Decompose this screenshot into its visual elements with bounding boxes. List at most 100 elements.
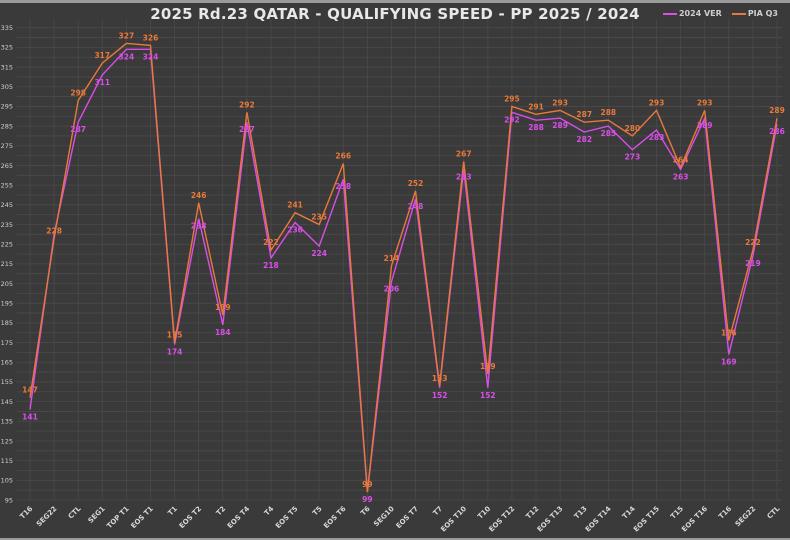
x-tick-label: T1 [167,505,180,518]
data-label-ver: 248 [408,202,424,211]
data-label-pia: 241 [287,201,303,210]
data-label-pia: 176 [721,329,737,338]
data-label-ver: 287 [239,125,255,134]
data-label-ver: 219 [745,259,761,268]
x-tick-label: SEG10 [372,505,396,529]
data-label-pia: 222 [263,238,279,247]
x-tick-label: T5 [311,505,324,518]
data-label-ver: 292 [504,115,520,124]
data-label-ver: 238 [191,222,207,231]
y-tick-label: 115 [1,457,13,465]
data-label-pia: 159 [480,362,496,371]
x-tick-label: CTL [766,504,782,520]
data-label-ver: 282 [576,135,592,144]
y-tick-label: 325 [1,44,13,52]
y-tick-label: 235 [1,221,13,229]
data-label-pia: 189 [215,303,231,312]
data-label-pia: 326 [143,33,159,42]
data-label-pia: 147 [22,386,38,395]
data-label-pia: 264 [673,155,689,164]
data-label-pia: 280 [625,124,641,133]
x-tick-label: T7 [432,505,445,518]
x-tick-label: CTL [67,504,83,520]
x-tick-label: T14 [621,505,637,521]
data-label-pia: 252 [408,179,424,188]
data-label-pia: 214 [384,254,400,263]
y-tick-label: 175 [1,339,13,347]
data-label-ver: 288 [528,123,544,132]
x-tick-label: T10 [476,505,492,521]
data-label-pia: 175 [167,331,183,340]
data-label-ver: 289 [552,121,568,130]
data-label-ver: 174 [167,348,183,357]
data-label-pia: 153 [432,374,448,383]
data-label-pia: 291 [528,102,544,111]
y-tick-label: 125 [1,437,13,445]
data-label-ver: 224 [311,249,327,258]
x-tick-label: T16 [18,505,34,521]
series-line-2024-ver [29,48,778,493]
data-label-ver: 324 [119,52,135,61]
data-label-ver: 206 [384,285,400,294]
y-tick-label: 95 [5,496,13,504]
x-tick-label: T16 [717,505,733,521]
x-tick-label: EOS T1 [130,505,155,530]
data-labels: 141 287 311 324 324 174 238 184 287 218 236 224 258 9… [22,31,785,504]
y-tick-label: 145 [1,398,13,406]
x-tick-label: EOS T14 [584,505,613,534]
x-tick-label: SEG22 [734,505,758,529]
data-label-pia: 293 [697,98,713,107]
data-label-ver: 263 [673,172,689,181]
data-label-ver: 236 [287,226,303,235]
x-tick-label: EOS T5 [274,505,299,530]
data-label-ver: 152 [480,391,496,400]
x-tick-label: SEG1 [87,505,107,525]
series-line-pia-q3 [29,42,778,493]
y-tick-label: 275 [1,142,13,150]
data-label-ver: 258 [335,182,351,191]
data-label-pia: 228 [46,226,62,235]
bottom-border [0,538,790,540]
y-tick-label: 155 [1,378,13,386]
y-tick-label: 165 [1,359,13,367]
y-tick-label: 225 [1,240,13,248]
x-tick-label: EOS T10 [439,505,468,534]
y-tick-label: 305 [1,83,13,91]
legend-swatch-pia [731,12,746,15]
data-label-ver: 311 [94,78,110,87]
data-label-ver: 184 [215,328,231,337]
y-tick-label: 285 [1,122,13,130]
data-label-pia: 288 [600,108,616,117]
data-label-pia: 266 [335,151,351,160]
data-label-ver: 263 [456,172,472,181]
legend-label-pia: PIA Q3 [747,9,778,18]
y-tick-label: 185 [1,319,13,327]
grid [17,19,782,501]
y-axis: 95 105 115 125 135 145 155 165 175 185 195 205 215 22… [1,24,13,504]
y-tick-label: 105 [1,477,13,485]
x-tick-label: T4 [263,505,276,518]
data-label-pia: 289 [769,106,785,115]
data-label-ver: 169 [721,357,737,366]
data-label-ver: 286 [769,127,785,136]
y-tick-label: 195 [1,300,13,308]
data-label-pia: 292 [239,100,255,109]
legend-item-ver: 2024 VER [662,9,722,18]
data-label-ver: 285 [600,129,616,138]
y-tick-label: 255 [1,181,13,189]
x-tick-label: EOS T2 [178,505,203,530]
x-tick-label: T2 [215,505,228,518]
y-tick-label: 135 [1,418,13,426]
data-label-ver: 283 [649,133,665,142]
y-tick-label: 295 [1,103,13,111]
data-label-pia: 222 [745,238,761,247]
data-label-pia: 267 [456,150,472,159]
y-tick-label: 315 [1,63,13,71]
data-label-ver: 99 [362,495,372,504]
x-tick-label: EOS T13 [536,505,565,534]
data-label-pia: 317 [94,51,110,60]
data-label-ver: 141 [22,412,38,421]
legend-swatch-ver [662,12,677,15]
x-tick-label: T12 [525,505,541,521]
